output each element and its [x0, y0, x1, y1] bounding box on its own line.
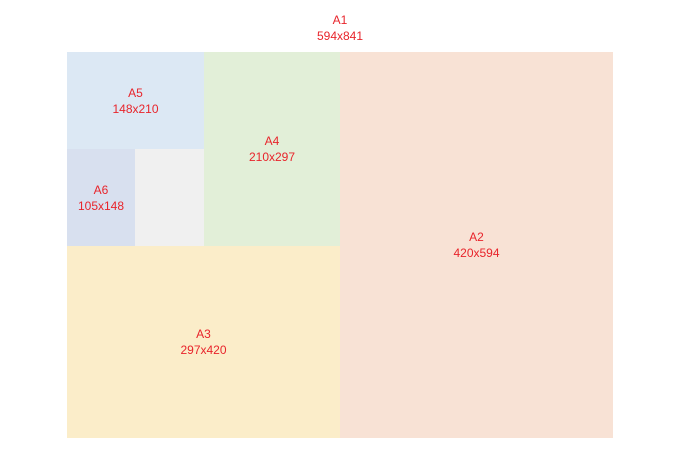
a4-name: A4: [264, 134, 280, 148]
a6-name: A6: [93, 182, 109, 197]
a1-name: A1: [332, 13, 348, 27]
a2-label: A2 420x594: [340, 52, 613, 438]
a3-size: 297x420: [180, 343, 227, 357]
a7-region: [135, 149, 204, 246]
a3-label: A3 297x420: [67, 246, 340, 438]
a3-region: A3 297x420: [67, 246, 340, 438]
a6-region: A6 105x148: [67, 149, 135, 246]
a1-sheet-label: A1 594x841: [240, 12, 440, 44]
a4-size: 210x297: [248, 150, 296, 164]
a4-region: A4 210x297: [204, 52, 340, 246]
a5-label: A5 148x210: [67, 52, 204, 149]
a6-label: A6 105x148: [67, 149, 135, 246]
a2-region: A2 420x594: [340, 52, 613, 438]
a6-size: 105x148: [77, 198, 125, 213]
a3-name: A3: [196, 327, 211, 341]
a2-name: A2: [469, 230, 484, 244]
a4-label: A4 210x297: [204, 52, 340, 246]
a1-size: 594x841: [316, 29, 364, 43]
a5-region: A5 148x210: [67, 52, 204, 149]
a5-size: 148x210: [112, 101, 159, 116]
a2-size: 420x594: [453, 246, 500, 260]
a5-name: A5: [128, 85, 143, 100]
